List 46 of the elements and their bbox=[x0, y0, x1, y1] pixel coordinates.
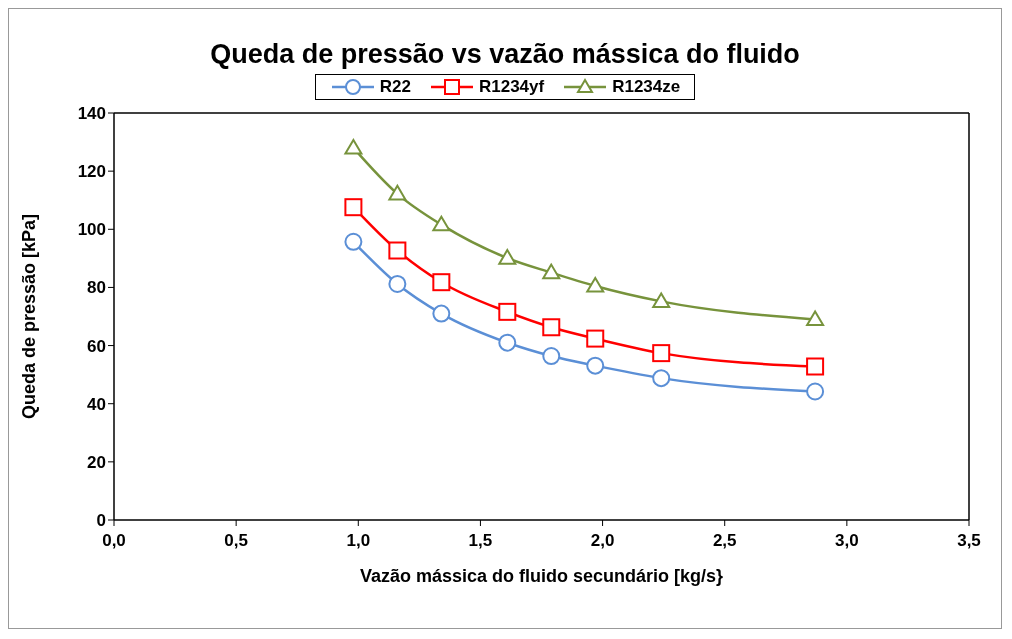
point bbox=[344, 232, 363, 251]
point bbox=[498, 302, 517, 321]
point bbox=[432, 273, 451, 292]
legend-label: R22 bbox=[379, 77, 411, 97]
chart-title: Queda de pressão vs vazão mássica do fluido bbox=[209, 39, 801, 70]
point bbox=[586, 356, 605, 375]
x-tick-label: 3,0 bbox=[835, 531, 859, 551]
y-tick-label: 140 bbox=[77, 104, 106, 124]
point bbox=[542, 318, 561, 337]
point bbox=[652, 344, 671, 363]
y-tick-label: 100 bbox=[77, 220, 106, 240]
point bbox=[498, 249, 517, 265]
point bbox=[542, 347, 561, 366]
point bbox=[806, 382, 825, 401]
point bbox=[652, 369, 671, 388]
x-tick-label: 0,0 bbox=[102, 531, 126, 551]
point bbox=[388, 274, 407, 293]
point bbox=[432, 215, 451, 232]
legend-label: R1234ze bbox=[612, 77, 681, 97]
point bbox=[388, 241, 407, 260]
x-tick-label: 2,0 bbox=[590, 531, 615, 551]
point bbox=[806, 310, 825, 327]
point bbox=[388, 184, 407, 201]
y-tick-label: 40 bbox=[87, 394, 106, 414]
point bbox=[586, 329, 605, 348]
x-tick-label: 0,5 bbox=[224, 531, 248, 551]
point bbox=[432, 304, 451, 323]
y-tick-label: 0 bbox=[96, 511, 106, 531]
y-tick-label: 80 bbox=[87, 278, 106, 298]
point bbox=[806, 357, 825, 376]
point bbox=[586, 276, 605, 293]
point bbox=[652, 292, 671, 308]
y-axis-title: Queda de pressão [kPa] bbox=[19, 213, 40, 420]
legend-label: R1234yf bbox=[478, 77, 545, 97]
x-tick-label: 3,5 bbox=[957, 531, 981, 551]
x-tick-label: 1,5 bbox=[468, 531, 493, 551]
point bbox=[542, 263, 561, 280]
y-tick-label: 60 bbox=[87, 336, 106, 356]
point bbox=[344, 138, 363, 155]
point bbox=[498, 333, 517, 352]
y-tick-label: 20 bbox=[87, 452, 106, 472]
point bbox=[344, 198, 363, 217]
y-tick-label: 120 bbox=[77, 162, 106, 182]
x-axis-title: Vazão mássica do fluido secundário [kg/s} bbox=[359, 566, 724, 586]
x-tick-label: 2,5 bbox=[712, 531, 737, 551]
x-tick-label: 1,0 bbox=[346, 531, 371, 551]
